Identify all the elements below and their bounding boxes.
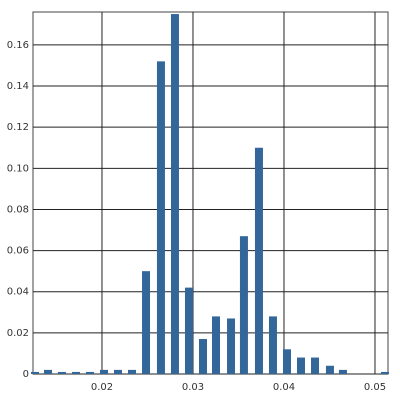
bar	[71, 371, 80, 374]
bar	[254, 147, 263, 374]
y-tick-label: 0	[23, 369, 29, 380]
bar	[31, 371, 40, 374]
x-tick-label: 0.04	[273, 382, 295, 393]
plot-area	[32, 11, 389, 375]
bar	[239, 236, 248, 374]
y-tick-label: 0.08	[7, 204, 29, 215]
y-tick-label: 0.10	[7, 163, 29, 174]
bar	[99, 369, 108, 374]
y-tick-label: 0.06	[7, 246, 29, 257]
bar	[227, 318, 236, 374]
bar	[170, 14, 179, 374]
y-tick-label: 0.12	[7, 122, 29, 133]
bar	[128, 369, 137, 374]
bar	[268, 316, 277, 374]
bar	[297, 357, 306, 374]
x-tick-label: 0.03	[182, 382, 204, 393]
bar	[113, 369, 122, 374]
bar	[85, 371, 94, 374]
x-tick-label: 0.02	[91, 382, 113, 393]
bar	[380, 371, 389, 374]
bar	[311, 357, 320, 374]
y-tick-label: 0.14	[7, 81, 29, 92]
y-tick-label: 0.02	[7, 328, 29, 339]
bar	[142, 271, 151, 374]
bar	[184, 287, 193, 374]
bar	[44, 369, 53, 374]
bar	[338, 369, 347, 374]
y-tick-label: 0.04	[7, 287, 29, 298]
x-tick-label: 0.05	[364, 382, 386, 393]
y-tick-label: 0.16	[7, 40, 29, 51]
bar	[156, 61, 165, 374]
bar	[212, 316, 221, 374]
bar	[198, 339, 207, 374]
bar	[57, 371, 66, 374]
bar	[282, 349, 291, 374]
bar	[325, 365, 334, 374]
